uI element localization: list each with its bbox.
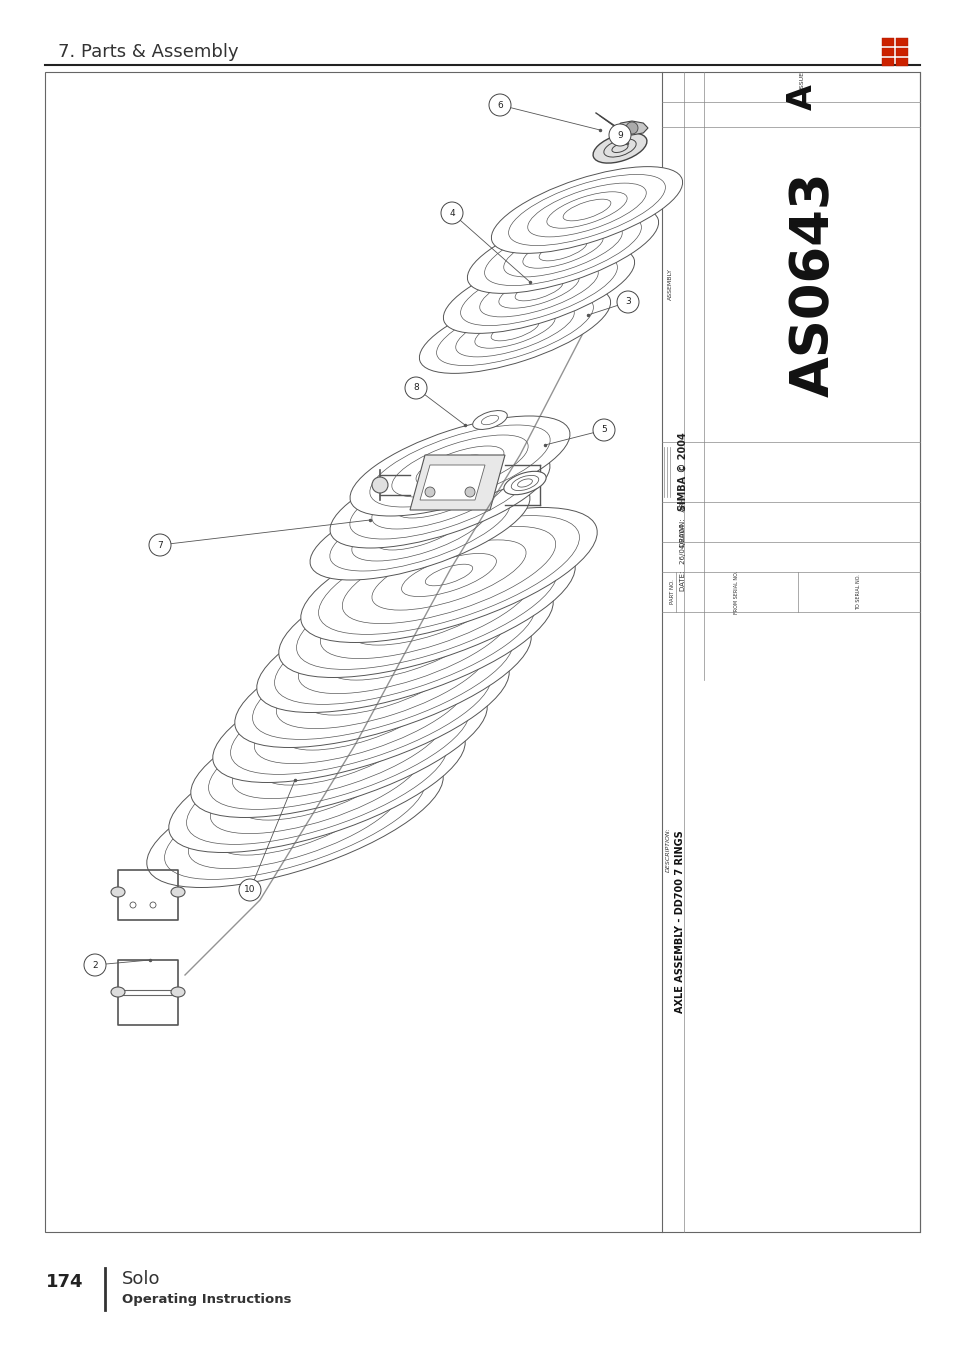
Ellipse shape [234,612,531,747]
Circle shape [440,203,462,224]
Circle shape [625,122,638,134]
Text: 2: 2 [92,961,98,970]
Ellipse shape [503,471,545,494]
Circle shape [608,124,630,146]
Ellipse shape [111,988,125,997]
Text: DESCRIPTION:: DESCRIPTION: [665,827,670,871]
Text: DRAWN:   ARH: DRAWN: ARH [679,497,685,547]
Ellipse shape [491,166,682,254]
Circle shape [239,880,261,901]
Ellipse shape [472,411,507,430]
Circle shape [489,95,511,116]
Ellipse shape [310,480,530,580]
Text: 3: 3 [624,297,630,307]
Ellipse shape [111,888,125,897]
Ellipse shape [593,132,646,163]
Circle shape [150,902,156,908]
Text: 10: 10 [244,885,255,894]
Circle shape [593,419,615,440]
Text: 9: 9 [617,131,622,139]
Bar [895,58,907,66]
Ellipse shape [350,416,569,516]
Text: A: A [784,84,818,109]
Text: 8: 8 [413,384,418,393]
Text: 6: 6 [497,100,502,109]
Ellipse shape [419,286,610,373]
Circle shape [130,902,136,908]
Ellipse shape [147,753,443,888]
Text: Operating Instructions: Operating Instructions [122,1293,292,1305]
Circle shape [617,290,639,313]
Text: 7: 7 [157,540,163,550]
Text: Solo: Solo [122,1270,160,1288]
Text: AXLE ASSEMBLY - DD700 7 RINGS: AXLE ASSEMBLY - DD700 7 RINGS [675,831,684,1013]
Ellipse shape [171,988,185,997]
Bar [45,72,919,1232]
Ellipse shape [191,682,487,817]
Polygon shape [616,122,647,135]
Circle shape [149,534,171,557]
Ellipse shape [171,888,185,897]
Bar [895,49,907,55]
Circle shape [405,377,427,399]
Bar [895,38,907,46]
Bar [882,49,893,55]
Text: FROM SERIAL NO.: FROM SERIAL NO. [734,570,739,613]
Text: 5: 5 [600,426,606,435]
Text: AS0643: AS0643 [787,172,840,397]
Text: ISSUE: ISSUE [799,72,803,89]
Ellipse shape [213,647,509,782]
Ellipse shape [169,717,465,852]
Ellipse shape [443,247,634,334]
Text: DATE:   26/04/2004: DATE: 26/04/2004 [679,523,685,590]
Text: SIMBA © 2004: SIMBA © 2004 [678,432,687,512]
Ellipse shape [278,543,575,677]
Text: 7. Parts & Assembly: 7. Parts & Assembly [58,43,238,61]
Ellipse shape [300,508,597,643]
Text: ASSEMBLY: ASSEMBLY [667,269,672,300]
Circle shape [372,477,388,493]
Polygon shape [410,455,504,509]
Text: 174: 174 [46,1273,84,1292]
Ellipse shape [330,449,549,549]
Bar [882,38,893,46]
Text: PART NO.: PART NO. [670,580,675,604]
Ellipse shape [467,207,658,293]
Polygon shape [419,465,484,500]
Text: 4: 4 [449,208,455,218]
Bar [882,58,893,66]
Text: TO SERIAL NO.: TO SERIAL NO. [856,574,861,609]
Circle shape [424,486,435,497]
Circle shape [84,954,106,975]
Circle shape [464,486,475,497]
Ellipse shape [256,577,553,712]
